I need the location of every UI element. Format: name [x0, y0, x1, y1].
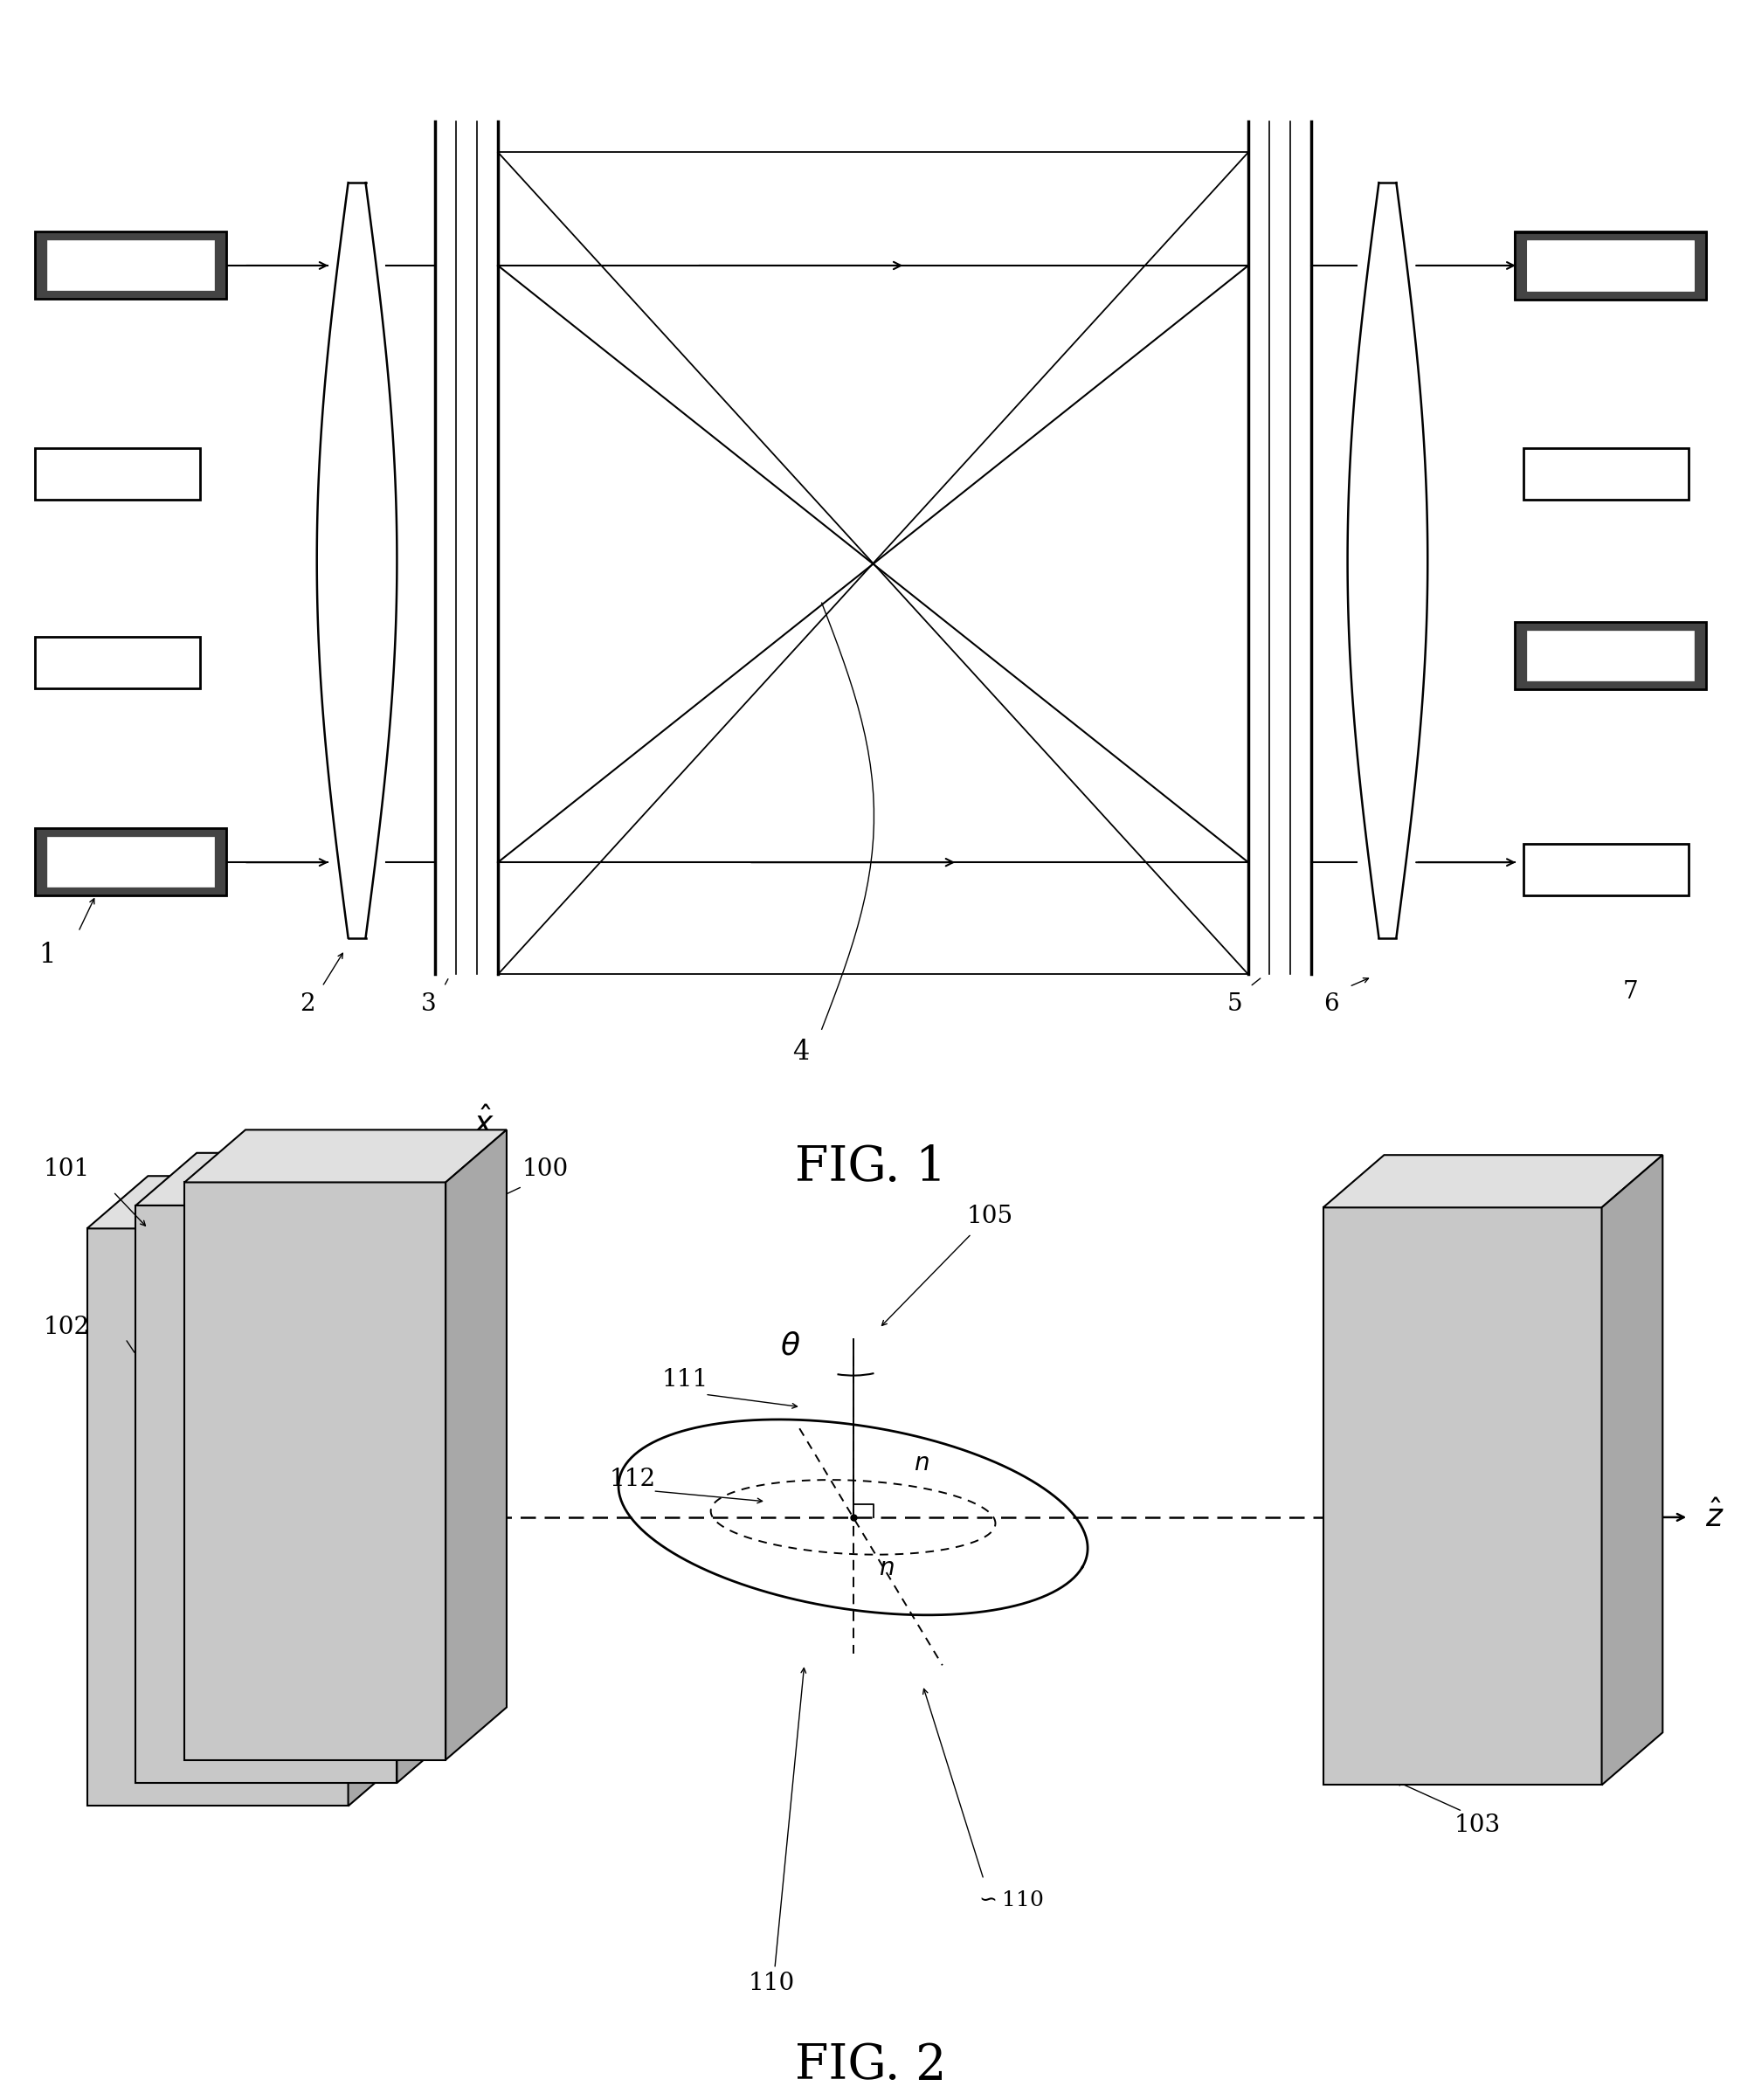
Text: $\hat{z}$: $\hat{z}$	[1706, 1502, 1724, 1533]
Polygon shape	[348, 1176, 409, 1806]
Text: $\backsim$110: $\backsim$110	[975, 1890, 1045, 1911]
Text: 103: 103	[1454, 1814, 1501, 1838]
Text: 112: 112	[609, 1468, 656, 1491]
Text: 101: 101	[44, 1157, 91, 1180]
Bar	[35, 636, 200, 689]
Text: 102: 102	[44, 1315, 91, 1338]
Text: $n$: $n$	[879, 1556, 895, 1579]
Text: 5: 5	[1227, 993, 1243, 1016]
Polygon shape	[136, 1153, 458, 1205]
Text: 110: 110	[749, 1972, 796, 1995]
Bar	[47, 239, 214, 290]
Text: $\hat{y}$: $\hat{y}$	[198, 1434, 219, 1472]
Polygon shape	[1323, 1155, 1663, 1207]
Polygon shape	[1602, 1155, 1663, 1785]
Bar	[1523, 844, 1689, 895]
Text: 104: 104	[1532, 1168, 1579, 1191]
Bar	[1527, 239, 1694, 290]
Polygon shape	[1323, 1208, 1602, 1785]
Text: 6: 6	[1323, 993, 1339, 1016]
Text: FIG. 2: FIG. 2	[794, 2041, 947, 2090]
Polygon shape	[87, 1228, 348, 1806]
Polygon shape	[87, 1176, 409, 1228]
Polygon shape	[185, 1130, 507, 1182]
Text: 4: 4	[792, 1040, 810, 1067]
Text: 111: 111	[662, 1367, 709, 1390]
Bar	[47, 836, 214, 886]
Text: 2: 2	[299, 993, 315, 1016]
Bar	[35, 231, 226, 298]
Bar	[1527, 242, 1694, 292]
Bar	[35, 827, 226, 895]
Text: 105: 105	[966, 1205, 1013, 1228]
Polygon shape	[185, 1182, 446, 1760]
Text: 1: 1	[38, 941, 56, 968]
Text: $\theta$: $\theta$	[780, 1331, 801, 1361]
Polygon shape	[446, 1130, 507, 1760]
Bar	[1527, 630, 1694, 680]
Polygon shape	[136, 1205, 397, 1783]
Text: $\hat{x}$: $\hat{x}$	[474, 1109, 494, 1140]
Bar	[1515, 622, 1706, 689]
Text: 7: 7	[1623, 981, 1638, 1004]
Bar	[1523, 447, 1689, 500]
Text: 100: 100	[522, 1157, 569, 1180]
Bar	[1515, 231, 1706, 298]
Bar	[1515, 233, 1706, 300]
Bar	[1523, 636, 1689, 689]
Text: 3: 3	[421, 993, 437, 1016]
Polygon shape	[397, 1153, 458, 1783]
Text: $n$: $n$	[914, 1451, 930, 1474]
Text: FIG. 1: FIG. 1	[796, 1144, 945, 1193]
Bar	[35, 447, 200, 500]
